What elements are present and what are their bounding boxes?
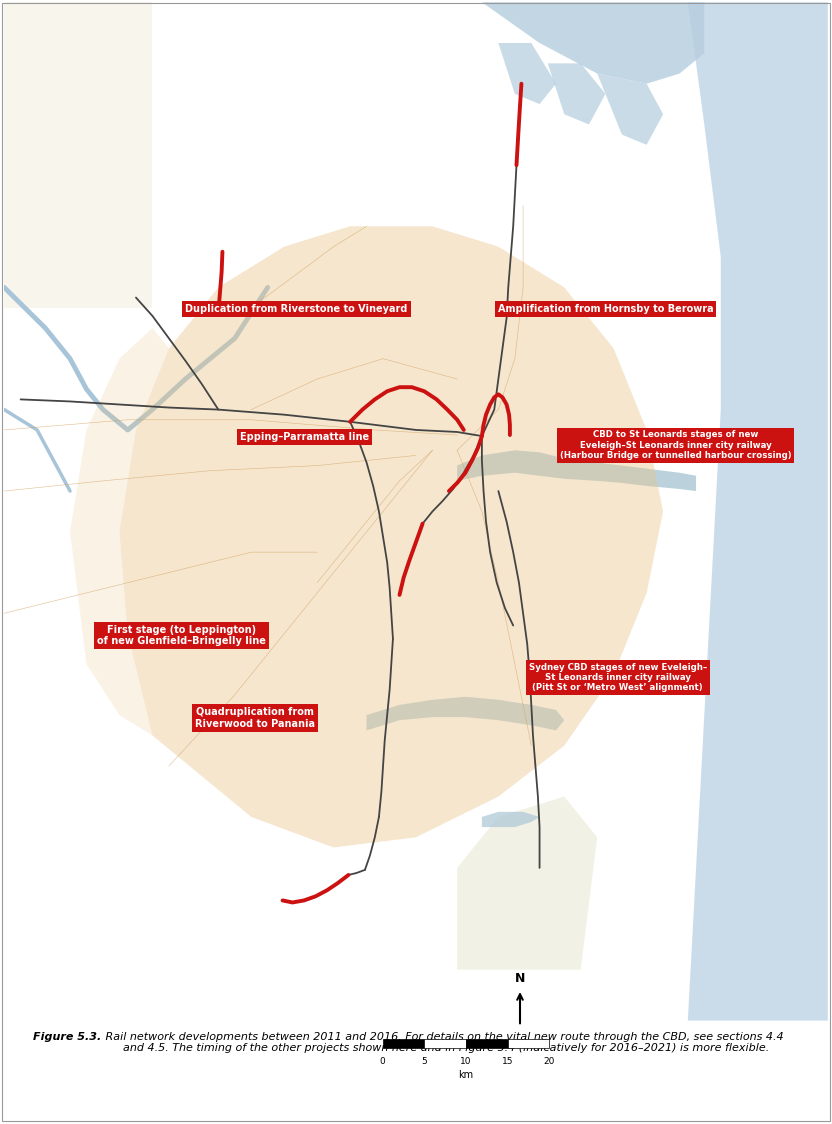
- FancyBboxPatch shape: [4, 2, 152, 308]
- Text: Amplification from Hornsby to Berowra: Amplification from Hornsby to Berowra: [498, 303, 713, 314]
- Text: Epping–Parramatta line: Epping–Parramatta line: [240, 432, 369, 442]
- Text: Duplication from Riverstone to Vineyard: Duplication from Riverstone to Vineyard: [186, 303, 408, 314]
- Polygon shape: [482, 812, 540, 827]
- Polygon shape: [688, 2, 828, 1021]
- Polygon shape: [458, 797, 597, 970]
- Polygon shape: [70, 328, 169, 735]
- Polygon shape: [367, 697, 564, 731]
- Polygon shape: [458, 451, 696, 491]
- Text: CBD to St Leonards stages of new
Eveleigh–St Leonards inner city railway
(Harbou: CBD to St Leonards stages of new Eveleig…: [560, 430, 791, 460]
- Polygon shape: [120, 226, 663, 847]
- Text: N: N: [515, 971, 525, 985]
- Text: 5: 5: [422, 1057, 427, 1066]
- Polygon shape: [498, 43, 556, 105]
- Text: Quadruplication from
Riverwood to Panania: Quadruplication from Riverwood to Panani…: [196, 707, 315, 729]
- Text: km: km: [458, 1070, 473, 1080]
- Text: 15: 15: [502, 1057, 513, 1066]
- Text: Figure 5.3.: Figure 5.3.: [33, 1032, 102, 1042]
- Polygon shape: [547, 63, 606, 125]
- Polygon shape: [597, 73, 663, 145]
- Text: 0: 0: [380, 1057, 385, 1066]
- Text: 20: 20: [543, 1057, 555, 1066]
- Text: Sydney CBD stages of new Eveleigh–
St Leonards inner city railway
(Pitt St or ‘M: Sydney CBD stages of new Eveleigh– St Le…: [528, 662, 707, 692]
- Text: First stage (to Leppington)
of new Glenfield–Bringelly line: First stage (to Leppington) of new Glenf…: [97, 625, 265, 646]
- Text: Rail network developments between 2011 and 2016. For details on the vital new ro: Rail network developments between 2011 a…: [102, 1032, 784, 1053]
- Text: 10: 10: [460, 1057, 472, 1066]
- Polygon shape: [482, 2, 704, 83]
